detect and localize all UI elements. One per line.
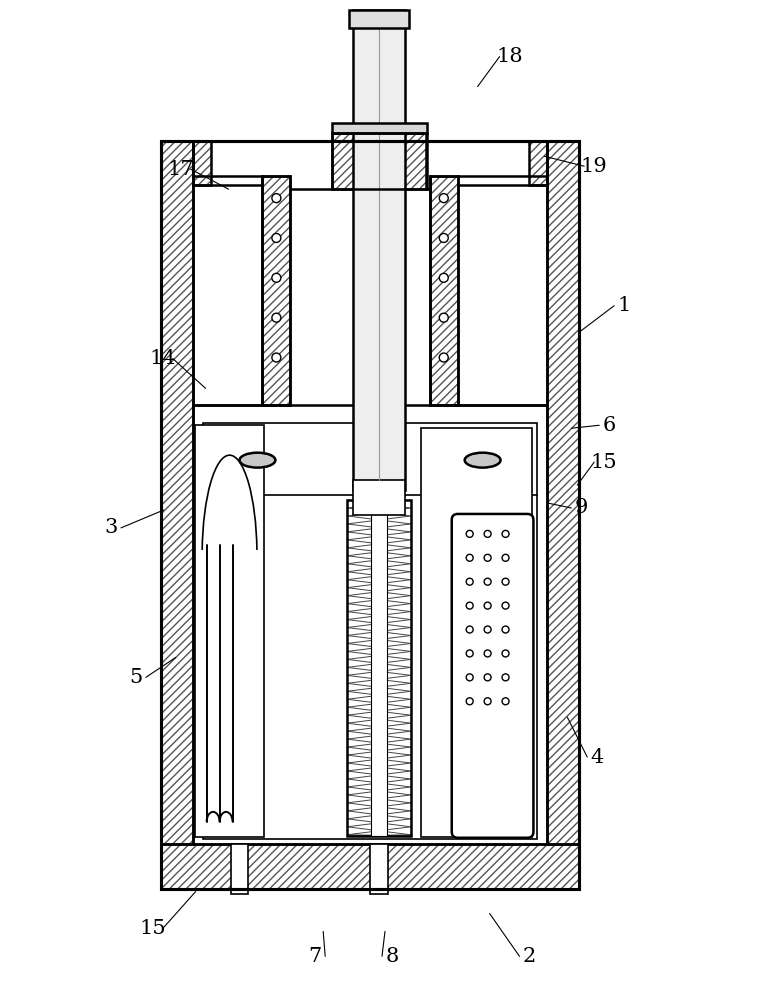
Circle shape [440, 233, 448, 242]
Bar [529, 141, 547, 185]
Text: 15: 15 [139, 919, 166, 938]
Circle shape [484, 674, 491, 681]
Circle shape [440, 313, 448, 322]
Circle shape [502, 579, 509, 586]
Circle shape [440, 193, 448, 202]
Bar [347, 500, 411, 836]
Bar [161, 844, 579, 889]
Circle shape [466, 698, 473, 705]
Bar [193, 141, 211, 185]
Circle shape [502, 698, 509, 705]
Bar [195, 425, 265, 837]
Circle shape [272, 273, 281, 282]
Bar [230, 844, 249, 894]
Circle shape [502, 555, 509, 562]
Circle shape [466, 603, 473, 609]
Text: 19: 19 [581, 157, 608, 176]
Circle shape [272, 193, 281, 202]
Bar [161, 141, 193, 844]
Text: 17: 17 [168, 160, 194, 179]
Text: 7: 7 [309, 947, 322, 966]
Bar [430, 176, 458, 405]
Bar [332, 123, 427, 133]
Ellipse shape [465, 452, 500, 467]
Circle shape [502, 603, 509, 609]
Circle shape [466, 531, 473, 538]
Circle shape [466, 579, 473, 586]
Bar [353, 480, 405, 515]
Bar [193, 141, 211, 185]
Text: 8: 8 [385, 947, 399, 966]
Circle shape [502, 531, 509, 538]
Text: 4: 4 [590, 748, 604, 767]
Bar [371, 500, 387, 836]
Text: 9: 9 [575, 498, 588, 518]
Bar [349, 10, 409, 28]
Bar [262, 176, 290, 405]
Circle shape [484, 650, 491, 657]
Circle shape [484, 555, 491, 562]
Circle shape [466, 555, 473, 562]
Bar [262, 176, 290, 405]
Circle shape [440, 353, 448, 362]
Circle shape [502, 626, 509, 633]
Circle shape [484, 603, 491, 609]
Circle shape [484, 626, 491, 633]
Bar [398, 133, 426, 189]
Bar [161, 141, 193, 844]
Text: 1: 1 [618, 296, 631, 315]
Circle shape [466, 650, 473, 657]
Circle shape [466, 674, 473, 681]
Bar [193, 141, 211, 185]
Bar [398, 133, 426, 189]
Bar [430, 176, 458, 405]
Text: 14: 14 [149, 349, 176, 368]
Text: 5: 5 [130, 668, 143, 687]
Bar [547, 141, 579, 844]
Circle shape [484, 531, 491, 538]
Circle shape [272, 233, 281, 242]
Bar [161, 141, 579, 889]
Bar [262, 176, 290, 405]
Bar [332, 133, 360, 189]
Text: 6: 6 [603, 415, 615, 434]
Bar [161, 844, 579, 889]
Bar [547, 141, 579, 844]
Bar [161, 141, 193, 844]
Bar [262, 176, 290, 405]
Circle shape [272, 353, 281, 362]
Bar [421, 428, 532, 837]
Text: 3: 3 [105, 519, 117, 538]
Bar [332, 133, 360, 189]
FancyBboxPatch shape [452, 514, 534, 838]
Circle shape [484, 579, 491, 586]
Circle shape [272, 313, 281, 322]
Bar [370, 844, 388, 894]
Circle shape [466, 626, 473, 633]
Ellipse shape [240, 452, 275, 467]
Bar [202, 423, 537, 839]
Circle shape [502, 650, 509, 657]
Bar [430, 176, 458, 405]
Bar [529, 141, 547, 185]
Circle shape [484, 698, 491, 705]
Bar [353, 10, 405, 490]
Text: 2: 2 [523, 947, 536, 966]
Bar [547, 141, 579, 844]
Circle shape [440, 273, 448, 282]
Circle shape [502, 674, 509, 681]
Text: 15: 15 [590, 452, 618, 471]
Bar [398, 133, 426, 189]
Text: 18: 18 [496, 47, 523, 66]
Bar [193, 141, 547, 844]
Bar [161, 844, 579, 889]
Bar [430, 176, 458, 405]
Bar [161, 141, 579, 889]
Bar [332, 133, 360, 189]
Bar [529, 141, 547, 185]
Bar [332, 133, 427, 189]
